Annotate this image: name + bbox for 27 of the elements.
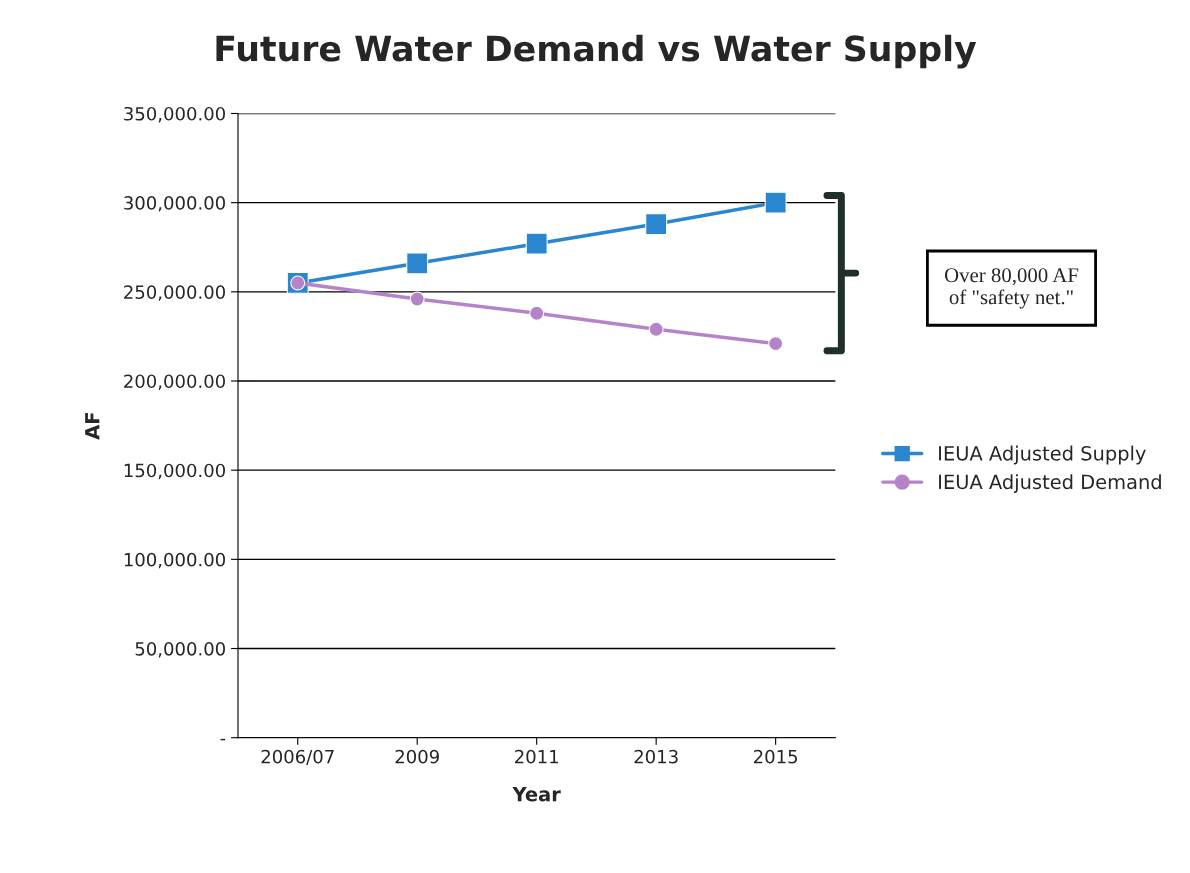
y-tick-label: 150,000.00: [124, 463, 225, 480]
point: [648, 321, 664, 337]
y-tick-label: 300,000.00: [124, 196, 225, 212]
legend-label: IEUA Adjusted Supply: [939, 445, 1146, 465]
y-tick-label: -: [220, 738, 226, 741]
point: [525, 232, 548, 255]
y-tick-label: 100,000.00: [124, 552, 225, 569]
y-axis-title: AF: [85, 413, 100, 440]
point: [764, 191, 787, 214]
y-tick-label: 50,000.00: [135, 641, 225, 658]
x-tick-label: 2009: [395, 749, 439, 764]
x-tick-label: 2013: [634, 749, 678, 764]
point: [406, 252, 429, 275]
y-tick-label: 250,000.00: [124, 285, 225, 301]
y-tick-label: 200,000.00: [124, 374, 225, 390]
chart-title: Future Water Demand vs Water Supply: [216, 34, 977, 69]
text: Over 80,000 AF of "safety net.": [944, 268, 1079, 309]
x-tick-label: 2006/07: [261, 749, 334, 765]
point: [645, 213, 668, 235]
point: [768, 336, 784, 352]
x-axis-title: Year: [512, 787, 561, 802]
x-tick-label: 2011: [515, 749, 558, 764]
legend-label: IEUA Adjusted Demand: [939, 474, 1161, 493]
point: [409, 291, 425, 307]
y-tick-label: 350,000.00: [124, 106, 225, 123]
point: [529, 305, 545, 321]
x-tick-label: 2015: [753, 749, 798, 764]
